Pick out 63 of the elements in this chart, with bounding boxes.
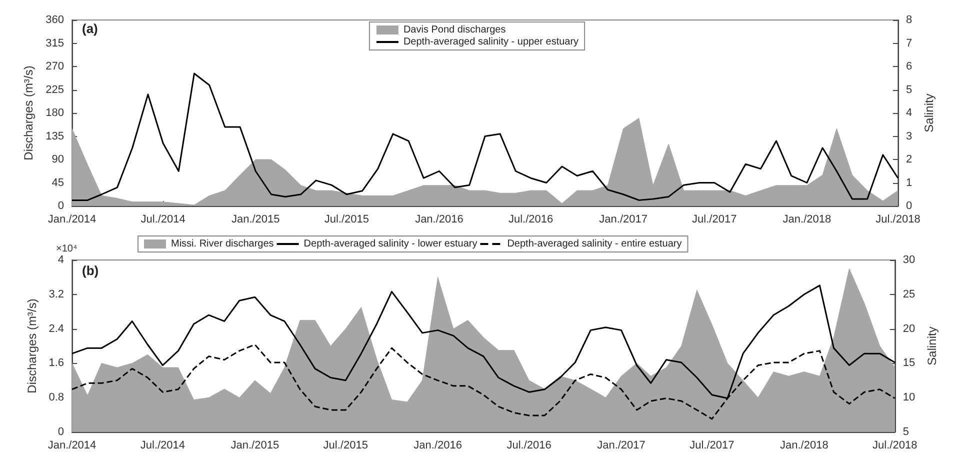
y-tick-label: 0 — [58, 426, 64, 438]
y-tick-label: 135 — [46, 130, 64, 142]
y-tick-label: 315 — [46, 37, 64, 50]
x-tick-label: Jul./2017 — [692, 214, 737, 226]
x-tick-label: Jul./2014 — [140, 214, 186, 226]
y-tick-label: 270 — [46, 60, 64, 72]
x-tick-label: Jan./2014 — [48, 214, 96, 226]
legend-label: Davis Pond discharges — [403, 24, 506, 36]
y2-tick-label: 2 — [906, 154, 912, 166]
y2-tick-label: 6 — [906, 60, 912, 72]
legend-label: Depth-averaged salinity - lower estuary — [304, 238, 478, 250]
legend-label: Missi. River discharges — [171, 238, 274, 250]
x-tick-label: Jan./2014 — [48, 440, 96, 452]
line-series — [71, 72, 899, 201]
x-tick-label: Jan./2016 — [414, 440, 462, 452]
y-tick-label: 360 — [46, 14, 64, 26]
x-tick-label: Jan./2015 — [230, 440, 280, 452]
y2-tick-label: 10 — [902, 392, 916, 404]
y-tick-label: 4 — [58, 254, 64, 266]
y-tick-label: 225 — [46, 84, 64, 96]
x-tick-label: Jan./2017 — [599, 214, 648, 226]
y2-axis-title: Salinity — [925, 326, 939, 366]
y2-tick-label: 15 — [902, 357, 916, 370]
y2-tick-label: 1 — [906, 176, 912, 189]
y2-tick-label: 3 — [906, 130, 912, 142]
x-tick-label: Jul./2016 — [508, 214, 554, 226]
y2-tick-label: 5 — [906, 84, 912, 96]
y2-tick-label: 7 — [906, 37, 912, 50]
annotation: (a) — [82, 21, 98, 36]
y2-tick-label: 30 — [902, 254, 916, 266]
legend-label: Depth-averaged salinity - upper estuary — [403, 36, 579, 48]
x-tick-label: Jan./2017 — [597, 440, 646, 452]
y-tick-label: 180 — [46, 107, 64, 119]
y2-tick-label: 25 — [902, 288, 916, 300]
x-tick-label: Jul./2018 — [876, 214, 920, 226]
legend-label: Depth-averaged salinity - entire estuary — [507, 238, 682, 250]
x-tick-label: Jan./2016 — [415, 214, 464, 226]
y-tick-label: 3.2 — [48, 288, 64, 300]
y2-tick-label: 5 — [902, 426, 909, 438]
x-tick-label: Jul./2016 — [506, 440, 552, 452]
y-tick-label: 0 — [58, 200, 64, 212]
y-tick-label: 45 — [52, 176, 64, 189]
x-tick-label: Jul./2015 — [323, 440, 368, 452]
y-tick-label: 90 — [52, 154, 64, 166]
x-tick-label: Jan./2018 — [782, 214, 832, 226]
x-tick-label: Jul./2018 — [872, 440, 918, 452]
y2-axis-title: Salinity — [922, 94, 936, 132]
y-tick-label: 0.8 — [48, 392, 64, 404]
x-tick-label: Jul./2017 — [690, 440, 734, 452]
annotation: (b) — [82, 263, 99, 278]
y-axis-title: Discharges (m³/s) — [22, 66, 36, 160]
y-axis-title: Discharges (m³/s) — [24, 298, 39, 394]
y2-tick-label: 20 — [902, 322, 916, 335]
text: ×10⁴ — [56, 244, 78, 254]
x-tick-label: Jul./2014 — [140, 440, 186, 452]
x-tick-label: Jan./2015 — [231, 214, 280, 226]
y-tick-label: 2.4 — [48, 322, 64, 335]
y2-tick-label: 4 — [906, 107, 912, 119]
x-tick-label: Jul./2015 — [324, 214, 369, 226]
y2-tick-label: 8 — [906, 14, 912, 26]
x-tick-label: Jan./2018 — [780, 440, 828, 452]
y-tick-label: 1.6 — [48, 357, 64, 370]
y2-tick-label: 0 — [906, 200, 912, 212]
